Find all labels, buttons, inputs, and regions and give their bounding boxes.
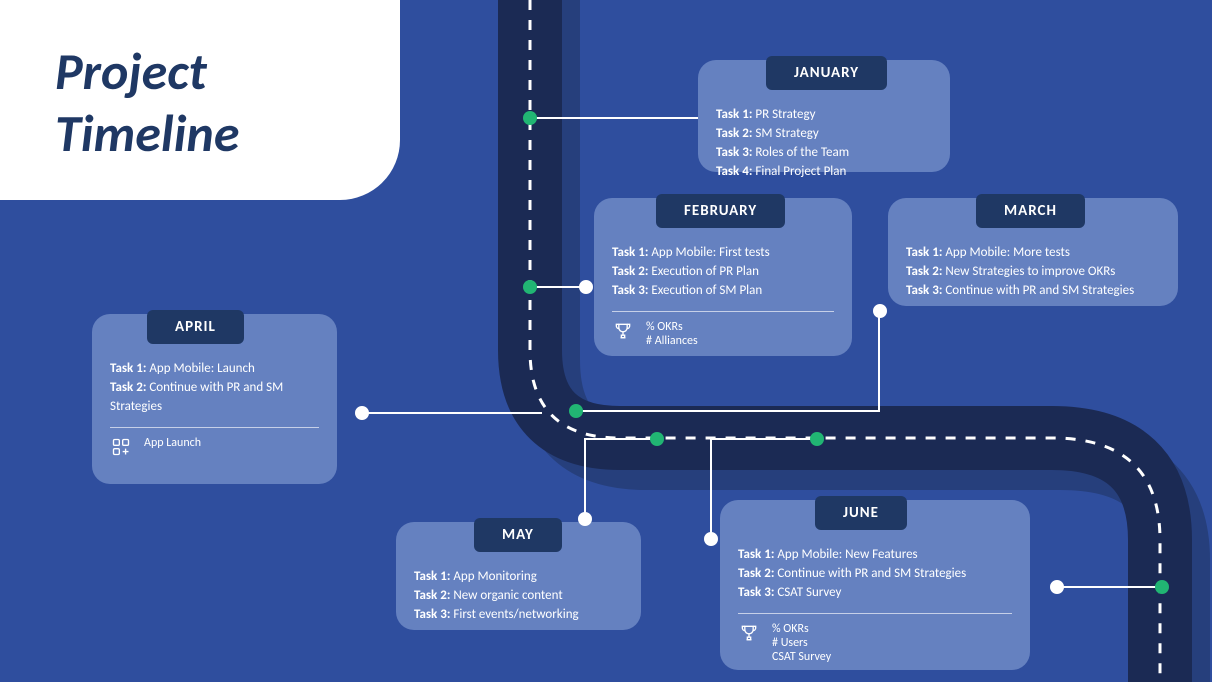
card-february: FEBRUARY Task 1: App Mobile: First tests… — [594, 198, 852, 356]
connector-line — [576, 410, 880, 412]
card-header-april: APRIL — [147, 310, 244, 344]
connector-line — [362, 412, 542, 414]
trophy-icon — [738, 622, 760, 644]
card-header-february: FEBRUARY — [656, 194, 785, 228]
timeline-node — [523, 280, 537, 294]
card-header-may: MAY — [474, 518, 562, 552]
trophy-icon — [612, 320, 634, 342]
title-card: Project Timeline — [0, 0, 400, 200]
timeline-node — [810, 432, 824, 446]
card-june: JUNE Task 1: App Mobile: New Features Ta… — [720, 500, 1030, 670]
task-list-march: Task 1: App Mobile: More tests Task 2: N… — [906, 244, 1160, 301]
card-header-january: JANUARY — [766, 56, 887, 90]
card-header-june: JUNE — [815, 496, 907, 530]
timeline-node — [579, 280, 593, 294]
timeline-node — [569, 404, 583, 418]
connector-line — [530, 286, 586, 288]
connector-line — [1057, 586, 1162, 588]
timeline-node — [1050, 580, 1064, 594]
connector-line — [710, 438, 712, 540]
page-title: Project Timeline — [55, 40, 400, 165]
timeline-node — [650, 432, 664, 446]
card-january: JANUARY Task 1: PR Strategy Task 2: SM S… — [698, 60, 950, 172]
metrics-april: App Launch — [110, 436, 319, 458]
metrics-february: % OKRs # Alliances — [612, 320, 834, 348]
task-list-january: Task 1: PR Strategy Task 2: SM Strategy … — [716, 106, 932, 181]
timeline-node — [873, 304, 887, 318]
card-april: APRIL Task 1: App Mobile: Launch Task 2:… — [92, 314, 337, 484]
task-list-may: Task 1: App Monitoring Task 2: New organ… — [414, 568, 623, 625]
card-march: MARCH Task 1: App Mobile: More tests Tas… — [888, 198, 1178, 306]
connector-line — [584, 438, 658, 440]
timeline-node — [355, 406, 369, 420]
task-list-april: Task 1: App Mobile: Launch Task 2: Conti… — [110, 360, 319, 417]
timeline-node — [704, 532, 718, 546]
grid-plus-icon — [110, 436, 132, 458]
connector-line — [530, 117, 698, 119]
task-list-february: Task 1: App Mobile: First tests Task 2: … — [612, 244, 834, 301]
connector-line — [878, 311, 880, 412]
connector-line — [584, 438, 586, 520]
timeline-node — [523, 111, 537, 125]
card-header-march: MARCH — [976, 194, 1085, 228]
connector-line — [710, 438, 818, 440]
metrics-june: % OKRs # Users CSAT Survey — [738, 622, 1012, 664]
task-list-june: Task 1: App Mobile: New Features Task 2:… — [738, 546, 1012, 603]
timeline-node — [1155, 580, 1169, 594]
card-may: MAY Task 1: App Monitoring Task 2: New o… — [396, 522, 641, 630]
